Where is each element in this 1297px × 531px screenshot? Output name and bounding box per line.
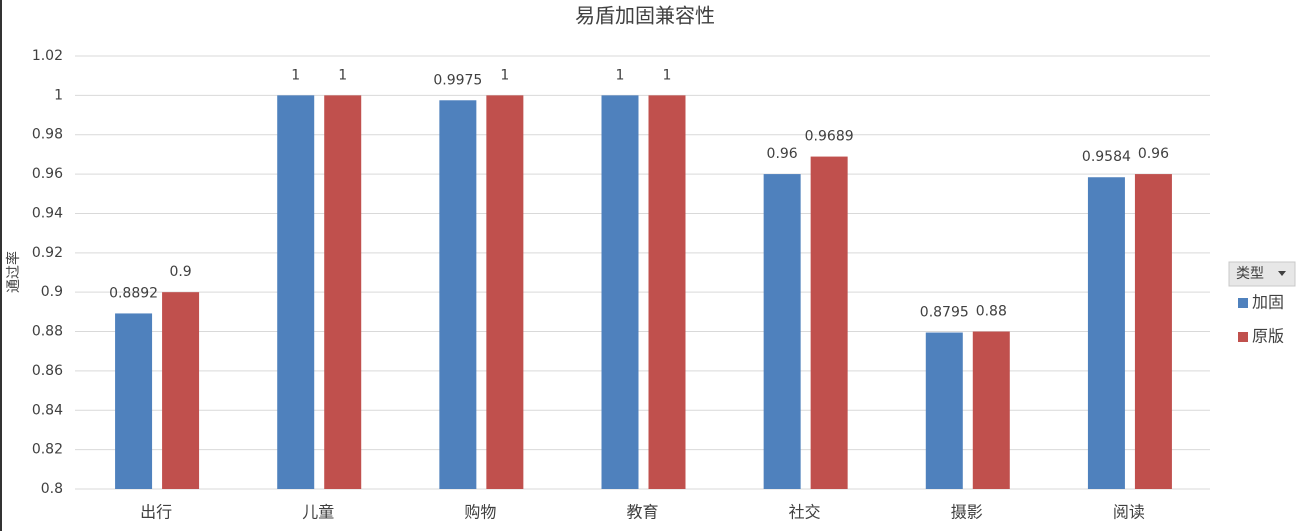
- dropdown-arrow: [1278, 271, 1286, 276]
- x-tick-label: 出行: [140, 503, 172, 522]
- y-tick-label: 0.92: [32, 245, 63, 261]
- data-label: 0.9689: [805, 129, 854, 145]
- legend-swatch: [1238, 298, 1248, 308]
- y-tick-label: 0.9: [41, 284, 63, 300]
- bar: [648, 95, 686, 489]
- bar: [810, 156, 848, 489]
- legend-label: 加固: [1252, 293, 1284, 312]
- chart-title: 易盾加固兼容性: [575, 4, 715, 28]
- bar: [486, 95, 524, 489]
- legend-swatch: [1238, 332, 1248, 342]
- data-label: 0.9: [169, 264, 191, 280]
- x-tick-label: 儿童: [302, 503, 334, 522]
- y-tick-label: 0.82: [32, 442, 63, 458]
- y-tick-label: 0.98: [32, 127, 63, 143]
- y-tick-label: 0.8: [41, 481, 63, 497]
- bar: [324, 95, 362, 489]
- bar: [277, 95, 315, 489]
- data-label: 0.96: [767, 146, 798, 162]
- y-tick-label: 1.02: [32, 48, 63, 64]
- bar: [972, 331, 1010, 489]
- bar: [439, 100, 477, 489]
- legend-label: 原版: [1252, 327, 1284, 346]
- bar: [162, 292, 200, 489]
- bar: [601, 95, 639, 489]
- bar: [115, 313, 153, 489]
- y-tick-label: 0.94: [32, 205, 63, 221]
- y-tick-label: 0.88: [32, 324, 63, 340]
- data-label: 0.9584: [1082, 149, 1131, 165]
- x-tick-label: 社交: [789, 503, 821, 522]
- y-axis-label: 通过率: [5, 251, 22, 293]
- bar: [1134, 174, 1172, 489]
- bar: [1087, 177, 1125, 490]
- y-tick-label: 1: [54, 87, 63, 103]
- data-label: 1: [663, 67, 672, 83]
- bar: [763, 174, 801, 489]
- x-tick-label: 阅读: [1113, 503, 1145, 522]
- legend-title: 类型: [1236, 266, 1264, 282]
- data-label: 1: [616, 67, 625, 83]
- x-tick-label: 购物: [464, 503, 496, 522]
- y-tick-label: 0.96: [32, 166, 63, 182]
- data-label: 0.9975: [433, 72, 482, 88]
- data-label: 1: [291, 67, 300, 83]
- data-label: 0.88: [976, 304, 1007, 320]
- legend-button[interactable]: [1228, 261, 1296, 287]
- x-tick-label: 教育: [626, 503, 658, 522]
- x-tick-label: 摄影: [951, 503, 983, 522]
- y-tick-label: 0.86: [32, 363, 63, 379]
- data-label: 1: [500, 67, 509, 83]
- y-tick-label: 0.84: [32, 402, 63, 418]
- data-label: 1: [338, 67, 347, 83]
- data-label: 0.8795: [920, 305, 969, 321]
- data-label: 0.8892: [109, 285, 158, 301]
- data-label: 0.96: [1138, 146, 1169, 162]
- bar: [925, 332, 963, 489]
